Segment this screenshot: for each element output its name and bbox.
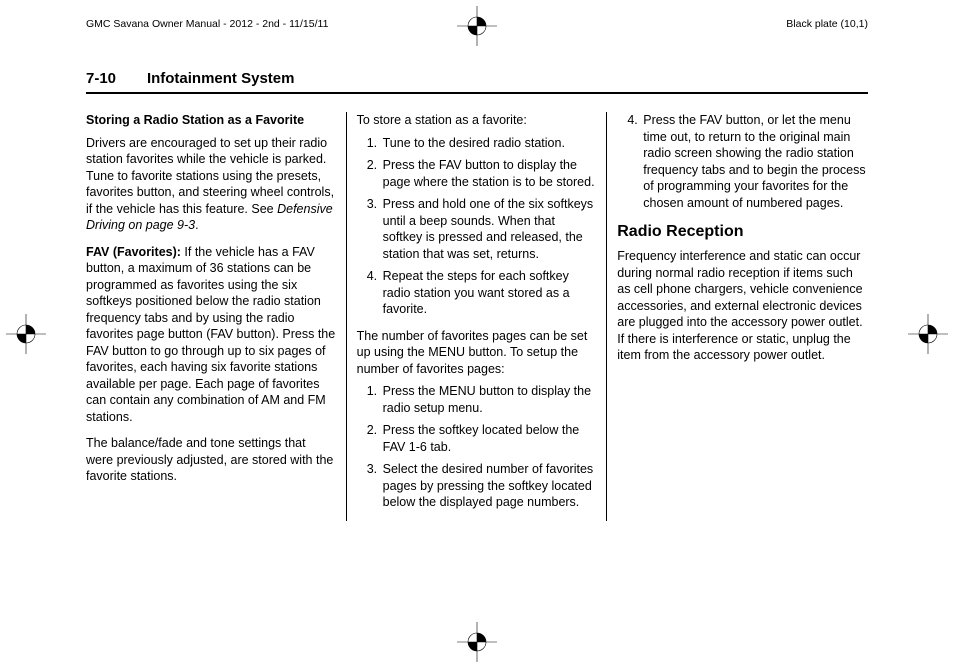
col1-p1: Drivers are encouraged to set up their r… [86,135,336,234]
page-area: 7-10 Infotainment System Storing a Radio… [86,70,868,521]
columns: Storing a Radio Station as a Favorite Dr… [86,112,868,521]
list-item: Press and hold one of the six softkeys u… [381,196,597,262]
column-3: Press the FAV button, or let the menu ti… [607,112,868,521]
crop-header-right: Black plate (10,1) [786,18,868,30]
list-item: Tune to the desired radio station. [381,135,597,152]
list-item: Press the FAV button, or let the menu ti… [641,112,868,211]
list-item: Press the MENU button to display the rad… [381,383,597,416]
crop-header-left: GMC Savana Owner Manual - 2012 - 2nd - 1… [86,18,328,30]
list-item: Press the FAV button to display the page… [381,157,597,190]
list-item: Press the softkey located below the FAV … [381,422,597,455]
page-header: 7-10 Infotainment System [86,70,868,94]
registration-mark-right [908,314,948,354]
col3-list-cont: Press the FAV button, or let the menu ti… [617,112,868,211]
page-number: 7-10 [86,70,116,87]
registration-mark-bottom [457,622,497,662]
col1-p2-bold: FAV (Favorites): [86,245,181,259]
col1-p2: FAV (Favorites): If the vehicle has a FA… [86,244,336,426]
col3-p1: Frequency interference and static can oc… [617,248,868,364]
col2-list2: Press the MENU button to display the rad… [357,383,597,511]
list-item: Repeat the steps for each softkey radio … [381,268,597,318]
section-title: Infotainment System [147,70,295,87]
col1-p3: The balance/fade and tone settings that … [86,435,336,485]
col3-h2: Radio Reception [617,221,868,242]
crop-header: GMC Savana Owner Manual - 2012 - 2nd - 1… [86,18,868,30]
column-2: To store a station as a favorite: Tune t… [347,112,608,521]
list-item: Select the desired number of favorites p… [381,461,597,511]
col2-intro: To store a station as a favorite: [357,112,597,129]
col1-p1-end: . [195,218,198,232]
registration-mark-left [6,314,46,354]
col2-intro2: The number of favorites pages can be set… [357,328,597,378]
col1-p2-rest: If the vehicle has a FAV button, a maxim… [86,245,335,424]
column-1: Storing a Radio Station as a Favorite Dr… [86,112,347,521]
col1-subheading: Storing a Radio Station as a Favorite [86,112,336,129]
col2-list1: Tune to the desired radio station. Press… [357,135,597,318]
